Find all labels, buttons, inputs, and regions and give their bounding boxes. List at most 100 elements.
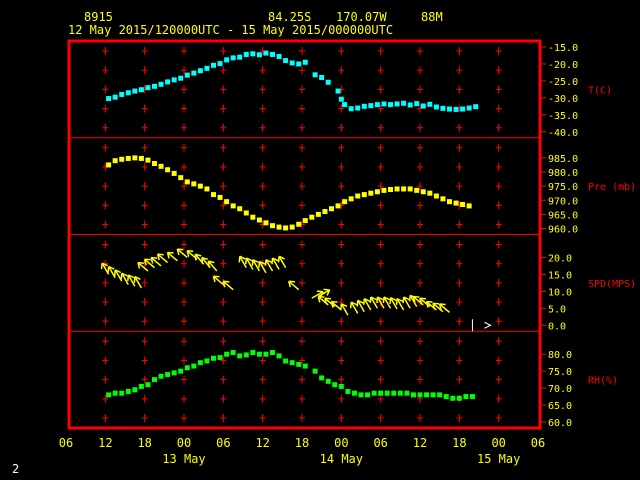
wind-arrow-shaft [340,303,349,316]
wind-arrow-head [120,273,123,280]
wind-arrow-head [127,274,130,282]
y-tick-label: 970.0 [548,196,578,207]
x-tick-label: 06 [216,436,230,450]
data-point [296,361,302,367]
page-number: 2 [12,462,20,476]
wind-arrow [143,258,155,269]
station-id: 8915 [84,10,113,24]
data-point [152,83,157,89]
wind-arrow [402,296,411,309]
station-longitude: 170.07W [336,10,387,24]
wind-arrow-head [258,261,261,268]
wind-arrow-head [377,296,384,301]
wind-arrow-shaft [258,261,267,274]
wind-arrow-head [245,257,248,265]
data-point [165,167,171,173]
wind-arrow-shaft [432,302,444,313]
data-point [158,81,164,87]
wind-arrow-head [324,298,328,305]
data-point [112,94,118,100]
y-tick-label: 75.0 [548,367,572,378]
date-label: 14 May [320,452,363,466]
x-tick-label: 18 [137,436,151,450]
y-tick-label: 960.0 [548,225,578,236]
data-point [417,392,423,398]
data-point [138,383,144,389]
wind-arrow-head [176,248,180,256]
data-point [191,363,197,369]
data-point [342,102,348,108]
data-point [263,351,269,357]
calm-wind-mark [484,321,492,329]
wind-arrow-head [121,272,128,277]
data-point [256,52,262,58]
time-range: 12 May 2015/120000UTC - 15 May 2015/0000… [68,23,394,37]
data-point [184,72,190,78]
data-point [138,87,144,93]
data-point [401,100,407,106]
data-point [197,360,203,366]
data-point [283,358,289,364]
wind-arrow-shaft [222,280,234,291]
data-point [125,90,131,96]
data-point [381,187,387,193]
wind-arrow-head [349,302,352,309]
wind-arrow-head [265,259,272,264]
wind-arrow-head [222,281,226,288]
wind-arrow [127,274,136,287]
x-tick-label: 06 [59,436,73,450]
wind-arrow-head [340,303,343,310]
wind-arrow-head [144,258,151,261]
wind-arrow [150,256,162,267]
y-tick-label: -40.0 [548,128,578,139]
data-point [460,201,466,207]
y-tick-label: -35.0 [548,111,578,122]
data-point [443,394,449,400]
data-point [407,186,413,192]
wind-arrow-head [403,296,410,301]
panel-label: RH(%) [588,376,618,387]
data-point [430,392,436,398]
wind-arrow-head [157,253,164,256]
y-tick-label: 60.0 [548,418,572,429]
data-point [250,214,256,220]
wind-arrow-head [113,269,116,277]
wind-arrow [340,303,349,316]
data-point [283,58,289,64]
data-point [325,79,331,85]
data-point [315,211,321,217]
data-point [332,382,338,388]
wind-arrow-shaft [207,260,218,272]
wind-arrow [133,276,143,289]
wind-arrow [271,257,280,270]
y-tick-label: -30.0 [548,94,578,105]
wind-arrow-head [187,250,194,253]
wind-arrow-head [108,265,115,270]
data-point [119,91,125,97]
data-point [119,390,125,396]
data-point [361,192,367,198]
wind-arrow-head [133,276,136,283]
wind-arrow [238,255,247,268]
data-point [243,210,249,216]
data-point [319,75,325,81]
date-label: 13 May [162,452,205,466]
wind-arrow-shaft [363,298,372,311]
y-tick-label: 15.0 [548,270,572,281]
wind-arrow-shaft [376,296,385,309]
station-latitude: 84.25S [268,10,312,24]
wind-arrow-head [439,303,446,306]
data-point [388,187,393,193]
y-tick-label: -20.0 [548,60,578,71]
wind-arrow-head [271,257,274,265]
wind-arrow-shaft [311,290,324,299]
wind-arrow-head [326,289,331,296]
y-tick-label: 10.0 [548,287,572,298]
wind-arrow-head [201,257,204,264]
data-point [211,355,216,361]
x-tick-label: 12 [98,436,112,450]
wind-arrow [107,265,116,279]
wind-arrow [376,296,385,309]
wind-arrow [432,302,444,313]
